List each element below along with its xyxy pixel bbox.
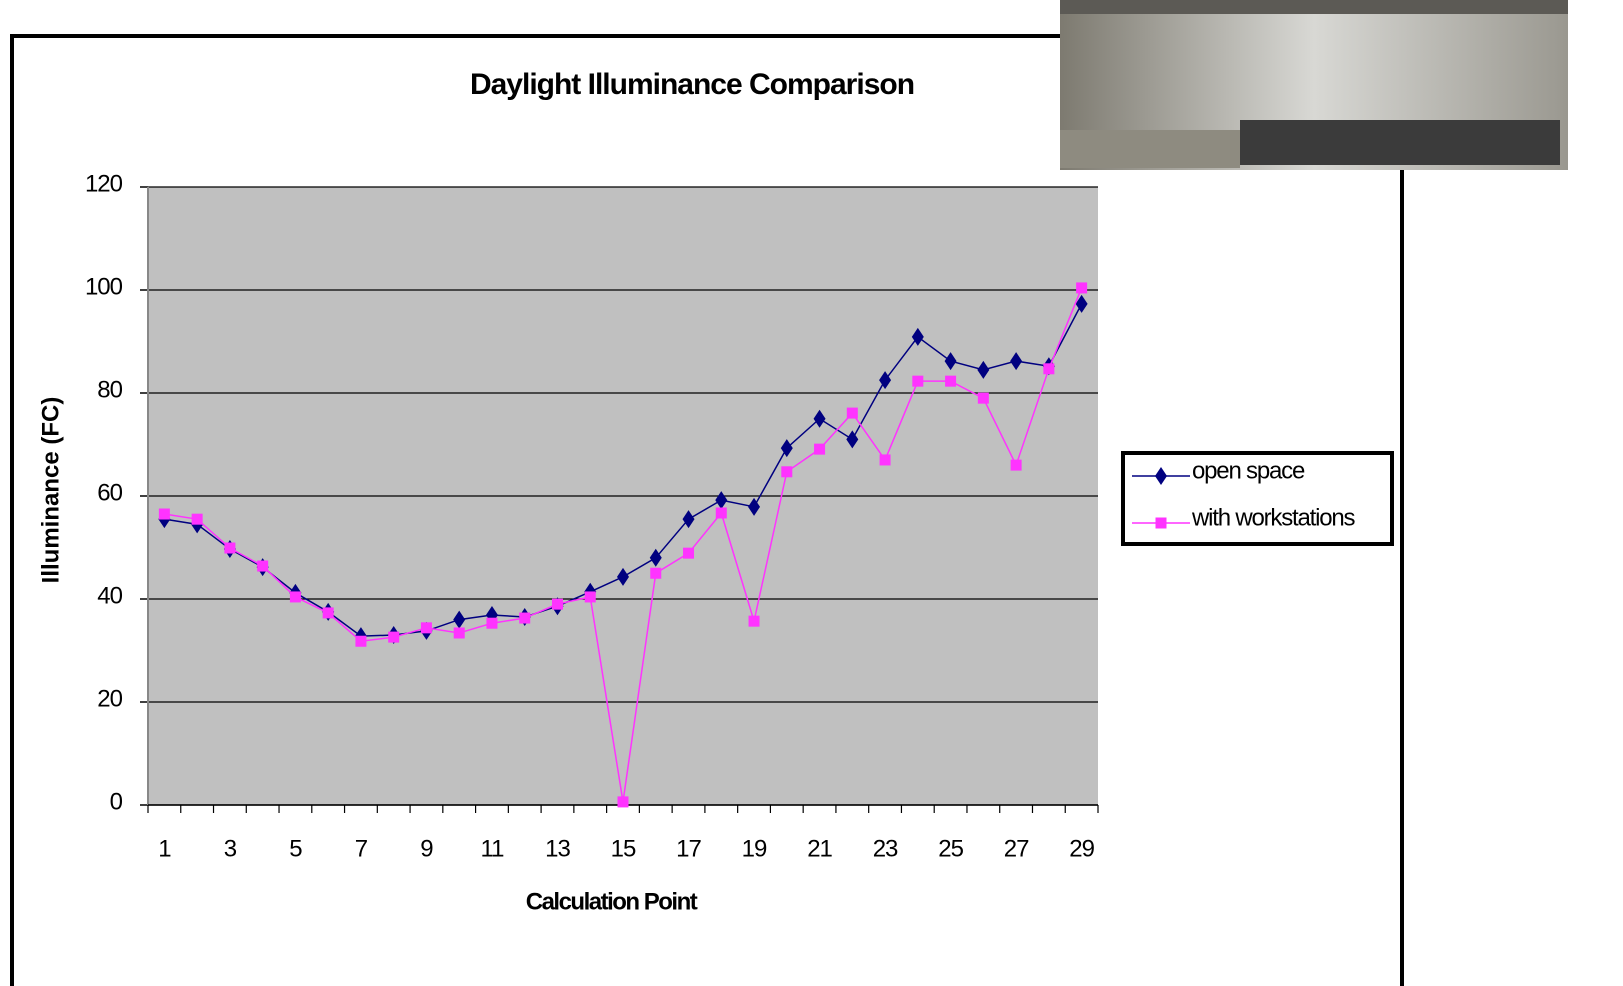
data-point xyxy=(1011,460,1022,471)
photo-ceiling xyxy=(1060,0,1568,14)
y-tick-label: 60 xyxy=(97,479,122,506)
data-point xyxy=(257,561,268,572)
data-point xyxy=(519,613,530,624)
x-tick-label: 15 xyxy=(611,835,636,862)
data-point xyxy=(716,507,727,518)
data-point xyxy=(912,376,923,387)
data-point xyxy=(814,444,825,455)
data-point xyxy=(618,796,629,807)
data-point xyxy=(323,607,334,618)
x-tick-label: 25 xyxy=(938,835,963,862)
x-tick-label: 17 xyxy=(676,835,701,862)
data-point xyxy=(192,514,203,525)
x-tick-label: 13 xyxy=(545,835,570,862)
x-tick-label: 29 xyxy=(1069,835,1094,862)
photo-floor xyxy=(1060,130,1240,168)
x-tick-label: 11 xyxy=(481,835,505,862)
x-tick-label: 21 xyxy=(807,835,832,862)
x-tick-label: 19 xyxy=(742,835,767,862)
x-tick-label: 7 xyxy=(355,835,368,862)
data-point xyxy=(355,636,366,647)
data-point xyxy=(1076,282,1087,293)
data-point xyxy=(749,616,760,627)
data-point xyxy=(978,393,989,404)
legend-label: with workstations xyxy=(1191,504,1356,531)
x-tick-label: 9 xyxy=(420,835,433,862)
data-point xyxy=(847,408,858,419)
data-point xyxy=(159,509,170,520)
x-tick-label: 5 xyxy=(289,835,302,862)
data-point xyxy=(880,454,891,465)
data-point xyxy=(454,627,465,638)
y-tick-label: 120 xyxy=(85,170,123,197)
photo-desks xyxy=(1240,120,1560,165)
chart: Daylight Illuminance Comparison Calculat… xyxy=(0,0,1623,986)
data-point xyxy=(683,548,694,559)
x-axis-label: Calculation Point xyxy=(526,888,698,915)
legend-label: open space xyxy=(1192,457,1305,484)
data-point xyxy=(388,632,399,643)
legend-marker xyxy=(1156,518,1167,529)
data-point xyxy=(650,568,661,579)
y-tick-label: 20 xyxy=(97,685,122,712)
y-tick-label: 0 xyxy=(110,788,123,815)
data-point xyxy=(486,618,497,629)
data-point xyxy=(781,466,792,477)
data-point xyxy=(290,591,301,602)
x-tick-label: 3 xyxy=(224,835,237,862)
y-tick-label: 100 xyxy=(85,273,123,300)
data-point xyxy=(585,591,596,602)
data-point xyxy=(945,376,956,387)
page: Daylight Illuminance Comparison Calculat… xyxy=(0,0,1623,986)
y-axis-label: Illuminance (FC) xyxy=(37,397,64,584)
x-tick-label: 27 xyxy=(1004,835,1029,862)
data-point xyxy=(421,622,432,633)
chart-title: Daylight Illuminance Comparison xyxy=(470,68,914,101)
y-tick-label: 40 xyxy=(97,582,122,609)
x-tick-label: 1 xyxy=(158,835,171,862)
data-point xyxy=(552,599,563,610)
x-tick-label: 23 xyxy=(873,835,898,862)
photo xyxy=(1060,0,1568,170)
y-tick-label: 80 xyxy=(97,376,122,403)
data-point xyxy=(1043,363,1054,374)
data-point xyxy=(224,543,235,554)
